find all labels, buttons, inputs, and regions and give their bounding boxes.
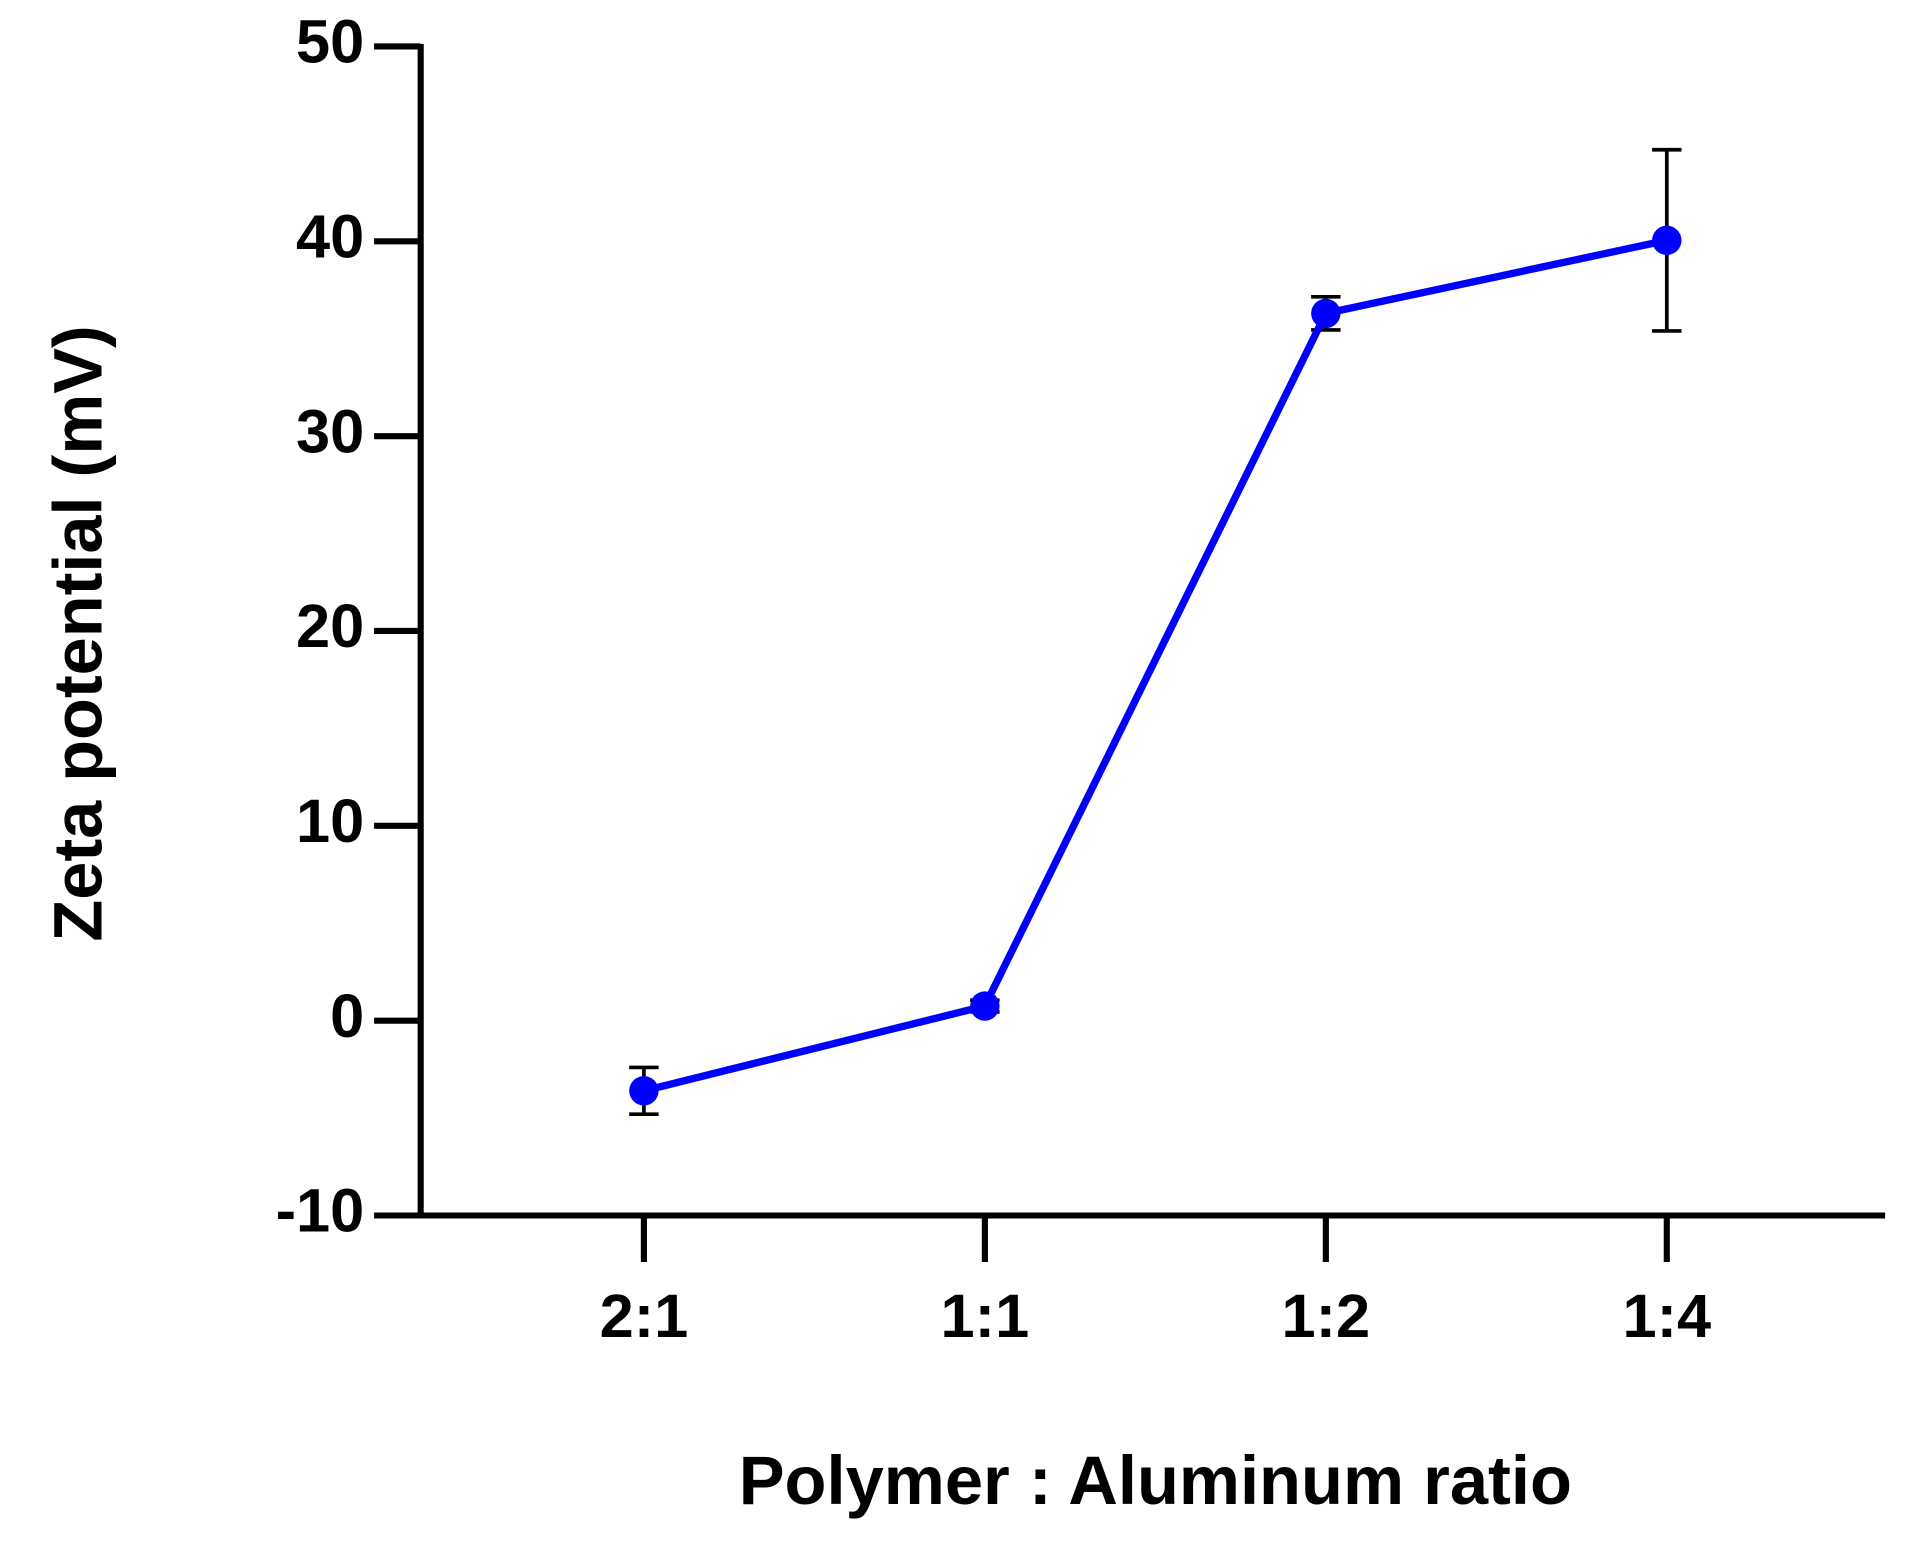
x-tick-label: 1:4 — [1622, 1282, 1711, 1350]
y-tick-label: 10 — [296, 787, 364, 855]
y-tick-label: 20 — [296, 592, 364, 660]
y-tick-label: 30 — [296, 397, 364, 465]
x-axis-label: Polymer : Aluminum ratio — [739, 1442, 1572, 1519]
x-tick-label: 2:1 — [600, 1282, 689, 1350]
y-tick-label: -10 — [276, 1177, 365, 1245]
y-tick-label: 40 — [296, 203, 364, 271]
point — [970, 991, 1000, 1021]
y-axis-label: Zeta potential (mV) — [39, 325, 116, 941]
line — [643, 236, 1668, 1095]
x-tick-label: 1:2 — [1282, 1282, 1371, 1350]
y-tick-label: 0 — [330, 982, 364, 1050]
y-tick-label: 50 — [296, 8, 364, 76]
point — [1311, 298, 1341, 329]
x-tick-label: 1:1 — [941, 1282, 1030, 1350]
point — [1652, 225, 1682, 256]
point — [629, 1076, 659, 1106]
